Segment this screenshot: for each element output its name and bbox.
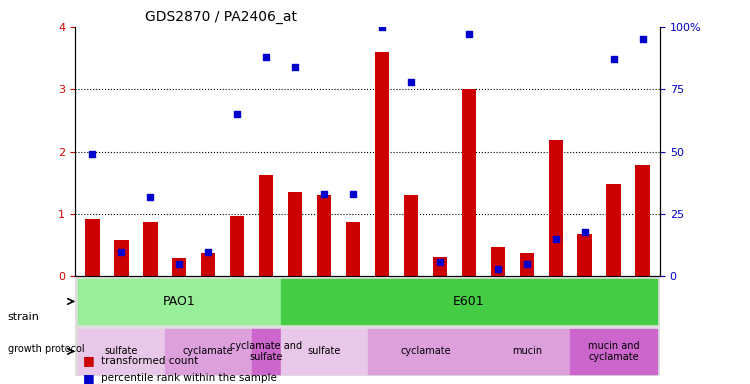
Bar [570,329,657,374]
Bar [143,222,158,276]
Point [144,194,156,200]
Text: mucin: mucin [512,346,542,356]
Bar [288,192,302,276]
Bar [433,257,447,276]
Text: ■: ■ [82,354,94,367]
Text: mucin and
cyclamate: mucin and cyclamate [588,341,640,362]
Text: cyclamate: cyclamate [400,346,451,356]
Bar [635,166,650,276]
Point [318,191,330,197]
Bar [368,329,483,374]
Bar [548,141,563,276]
Point [260,54,272,60]
Point [347,191,359,197]
Text: ■: ■ [82,372,94,384]
Text: PAO1: PAO1 [163,295,196,308]
Point [405,79,417,85]
Bar [461,89,476,276]
Point [434,258,446,265]
Text: percentile rank within the sample: percentile rank within the sample [101,373,278,383]
Bar [259,175,274,276]
Text: growth protocol: growth protocol [8,344,84,354]
Bar [316,195,332,276]
Point [202,248,214,255]
Point [637,36,649,43]
Point [520,261,532,267]
Bar [201,253,215,276]
Text: transformed count: transformed count [101,356,199,366]
Point [173,261,185,267]
Text: GDS2870 / PA2406_at: GDS2870 / PA2406_at [146,10,297,25]
Bar [86,219,100,276]
Bar [607,184,621,276]
Point [492,266,504,272]
Bar [165,329,252,374]
Bar [114,240,128,276]
Point [376,24,388,30]
Text: sulfate: sulfate [105,346,138,356]
Point [116,248,128,255]
Point [86,151,98,157]
Bar [490,247,505,276]
Point [231,111,243,118]
Bar [252,329,280,374]
Text: strain: strain [8,312,39,322]
Point [550,236,562,242]
Bar [578,234,592,276]
Bar [78,279,280,324]
Bar [375,52,389,276]
Bar [78,329,165,374]
Text: sulfate: sulfate [308,346,340,356]
Bar [230,216,244,276]
Bar [404,195,418,276]
Text: cyclamate: cyclamate [183,346,233,356]
Point [289,64,301,70]
Point [463,31,475,38]
Bar [280,279,657,324]
Bar [483,329,570,374]
Bar [346,222,360,276]
Bar [280,329,368,374]
Bar [172,258,187,276]
Text: cyclamate and
sulfate: cyclamate and sulfate [230,341,302,362]
Bar [520,253,534,276]
Text: E601: E601 [453,295,484,308]
Point [608,56,619,62]
Point [579,228,591,235]
